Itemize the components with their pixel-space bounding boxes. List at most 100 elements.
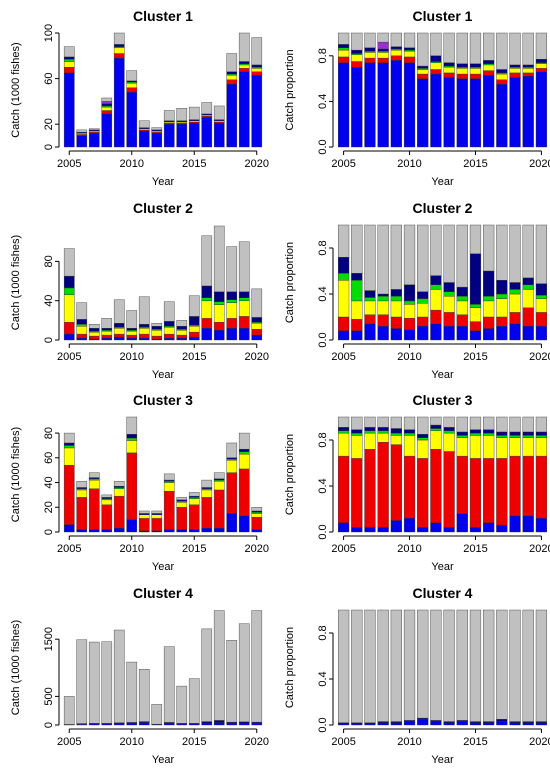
bar-segment — [351, 319, 363, 331]
y-tick-label: 0.4 — [317, 286, 329, 301]
bar-segment — [469, 78, 482, 148]
bar-segment — [226, 71, 238, 75]
bar-segment — [76, 324, 88, 327]
bar-segment — [101, 337, 113, 341]
x-tick-label: 2015 — [182, 736, 206, 748]
bar-segment — [76, 337, 88, 341]
bar-segment — [238, 71, 250, 148]
bar-segment — [430, 62, 442, 70]
bar-segment — [456, 609, 468, 721]
bar-segment — [443, 224, 455, 283]
bar-segment — [163, 110, 175, 121]
x-axis-label: Year — [431, 369, 454, 381]
bar-segment — [496, 293, 508, 299]
bar-segment — [364, 47, 376, 52]
bar-segment — [76, 129, 88, 133]
bar-segment — [496, 298, 508, 318]
y-tick-label: 1500 — [43, 627, 55, 651]
y-tick-label: 0.0 — [317, 524, 329, 539]
bar-segment — [101, 641, 113, 724]
bar-segment — [176, 329, 188, 336]
bar-segment — [76, 481, 88, 488]
bar-segment — [138, 510, 150, 514]
bar-segment — [126, 440, 138, 454]
bar-segment — [176, 529, 188, 533]
x-tick-label: 2005 — [57, 736, 81, 748]
bar-segment — [535, 59, 548, 63]
bar-segment — [226, 328, 238, 341]
bar-segment — [176, 326, 188, 330]
bar-segment — [251, 723, 263, 726]
bar-segment — [126, 70, 138, 82]
bar-segment — [151, 329, 163, 337]
bar-segment — [496, 431, 508, 436]
bar-segment — [126, 519, 138, 533]
bar-segment — [469, 224, 482, 254]
bar-segment — [390, 435, 402, 445]
bar-segment — [251, 328, 263, 336]
bar-segment — [63, 275, 75, 289]
bar-segment — [76, 529, 88, 533]
x-tick-label: 2020 — [245, 351, 269, 363]
bar-segment — [188, 529, 200, 533]
x-axis-label: Year — [152, 754, 175, 766]
bar-segment — [163, 337, 175, 341]
bar-segment — [535, 609, 548, 722]
x-axis-label: Year — [152, 176, 175, 188]
bar-segment — [390, 49, 402, 56]
bar-segment — [201, 628, 213, 722]
bar-segment — [443, 72, 455, 78]
bar-segment — [176, 123, 188, 148]
bar-segment — [522, 72, 534, 77]
bar-segment — [456, 326, 468, 341]
bar-segment — [151, 326, 163, 330]
bar-segment — [509, 64, 521, 68]
bar-segment — [63, 447, 75, 466]
bar-segment — [163, 723, 175, 726]
bar-segment — [522, 326, 534, 341]
bar-segment — [522, 722, 534, 726]
bar-segment — [522, 289, 534, 308]
x-tick-label: 2010 — [120, 351, 144, 363]
bar-segment — [101, 334, 113, 339]
bar-segment — [509, 224, 521, 283]
x-tick-label: 2015 — [463, 158, 487, 170]
bar-segment — [126, 334, 138, 339]
bar-segment — [76, 135, 88, 148]
bar-segment — [469, 458, 482, 528]
bar-segment — [351, 61, 363, 68]
bar-segment — [63, 72, 75, 148]
bar-segment — [456, 513, 468, 533]
bar-segment — [176, 685, 188, 724]
bar-segment — [63, 696, 75, 725]
bar-segment — [76, 489, 88, 498]
bar-segment — [443, 451, 455, 528]
bar-segment — [364, 323, 376, 341]
bar-segment — [138, 518, 150, 531]
bar-segment — [226, 84, 238, 148]
chart-panel-5: Cluster 3 Catch (1000 fishes) Year 0 20 40 60 8… — [10, 392, 269, 573]
bar-segment — [201, 722, 213, 726]
bar-segment — [238, 623, 250, 723]
bar-segment — [456, 721, 468, 726]
bar-segment — [377, 296, 389, 302]
x-tick-label: 2020 — [529, 351, 550, 363]
bar-segment — [337, 273, 350, 281]
bar-segment — [351, 66, 363, 148]
bar-segment — [63, 465, 75, 525]
bar-segment — [430, 430, 442, 450]
bar-segment — [377, 432, 389, 443]
bar-segment — [364, 527, 376, 533]
bar-segment — [337, 280, 350, 318]
bar-segment — [88, 324, 100, 329]
bar-segment — [101, 529, 113, 533]
bar-segment — [456, 286, 468, 297]
bar-segment — [377, 527, 389, 533]
bar-segment — [201, 528, 213, 533]
bar-segment — [509, 431, 521, 436]
bar-segment — [63, 287, 75, 295]
bar-segment — [535, 326, 548, 341]
bar-segment — [496, 84, 508, 148]
bar-segment — [390, 296, 402, 302]
